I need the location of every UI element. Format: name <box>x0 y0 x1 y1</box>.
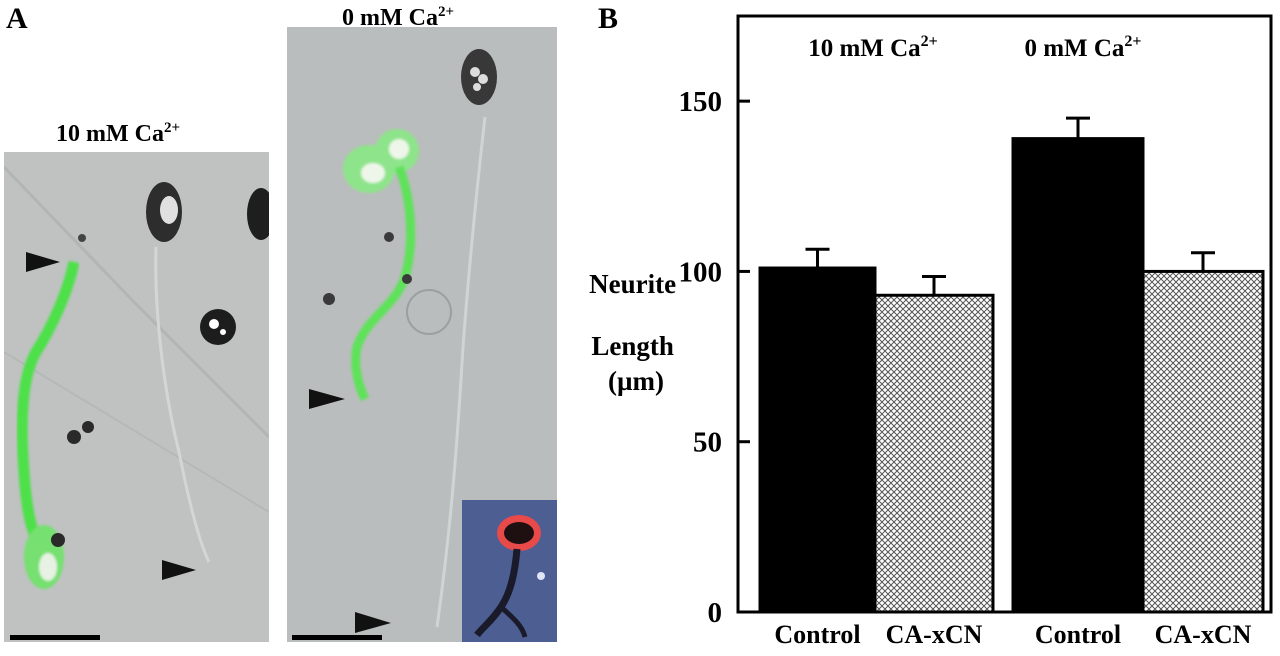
group-label: 0 mM Ca2+ <box>1024 33 1141 62</box>
group-label: 10 mM Ca2+ <box>808 33 938 62</box>
right-image-title: 0 mM Ca2+ <box>342 4 455 31</box>
y-label-line-3: (µm) <box>608 366 664 396</box>
y-label-line-1: Neurite <box>589 269 676 299</box>
y-tick-label: 50 <box>693 427 722 459</box>
x-category-label: CA-xCN <box>1155 620 1252 649</box>
panel-letter-a: A <box>6 2 28 35</box>
chart-frame <box>736 14 1273 614</box>
bar-control-group2 <box>1011 137 1145 614</box>
micrograph-10mm <box>2 152 275 642</box>
bar-ca-xcn-group1 <box>873 293 995 614</box>
fluorescence-inset <box>462 500 557 642</box>
scale-bar-left <box>10 635 100 640</box>
panel-letter-b: B <box>598 2 619 35</box>
y-tick-label: 0 <box>708 597 723 629</box>
x-category-label: CA-xCN <box>886 620 983 649</box>
y-label-line-2: Length <box>591 331 674 361</box>
bar-ca-xcn-group2 <box>1141 269 1265 614</box>
x-category-label: Control <box>1035 620 1121 649</box>
y-tick-label: 150 <box>679 86 723 118</box>
y-tick-label: 100 <box>679 256 723 288</box>
scale-bar-right <box>292 635 382 640</box>
left-image-title: 10 mM Ca2+ <box>56 120 181 147</box>
micrograph-0mm <box>287 27 557 642</box>
x-category-label: Control <box>774 620 860 649</box>
y-axis-label: Neurite Length (µm) <box>589 269 683 396</box>
neurite-length-chart: Neurite Length (µm) 0 50 100 150 Control CA-… <box>589 14 1273 649</box>
bar-control-group1 <box>758 266 877 614</box>
